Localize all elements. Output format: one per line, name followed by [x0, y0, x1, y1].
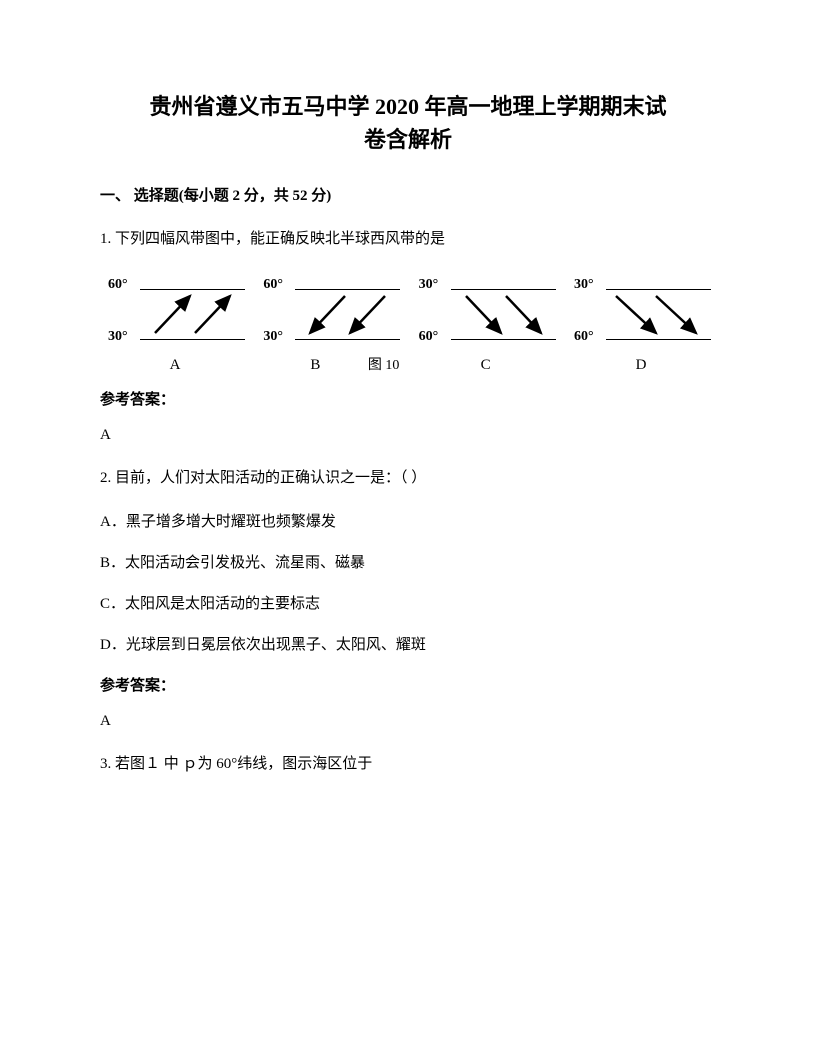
- diagram-b: 60° 30° B 图 10: [255, 271, 405, 366]
- diagram-c-label: C: [481, 357, 491, 374]
- diagram-d: 30° 60° D: [566, 271, 716, 366]
- arrows-c: [411, 271, 561, 366]
- q2-option-c: C．太阳风是太阳活动的主要标志: [100, 592, 716, 613]
- arrows-d: [566, 271, 716, 366]
- diagram-a-label: A: [170, 357, 181, 374]
- arrows-a: [100, 271, 250, 366]
- q1-answer: A: [100, 427, 716, 444]
- diagram-a: 60° 30° A: [100, 271, 250, 366]
- wind-diagrams: 60° 30° A 60° 30° B: [100, 271, 716, 366]
- q2-answer: A: [100, 713, 716, 730]
- q2-option-a: A．黑子增多增大时耀斑也频繁爆发: [100, 510, 716, 531]
- arrows-b: [255, 271, 405, 366]
- q1-answer-label: 参考答案：: [100, 388, 716, 409]
- diagram-c: 30° 60° C: [411, 271, 561, 366]
- figure-caption: 图 10: [368, 354, 400, 374]
- title-line-2: 卷含解析: [364, 127, 452, 152]
- diagram-d-label: D: [636, 357, 647, 374]
- question-3-text: 3. 若图１ 中 ｐ为 60°纬线，图示海区位于: [100, 752, 716, 776]
- diagram-b-label: B: [310, 357, 320, 374]
- section-header: 一、 选择题(每小题 2 分，共 52 分): [100, 184, 716, 205]
- q2-option-b: B．太阳活动会引发极光、流星雨、磁暴: [100, 551, 716, 572]
- question-1-text: 1. 下列四幅风带图中，能正确反映北半球西风带的是: [100, 227, 716, 251]
- title-line-1: 贵州省遵义市五马中学 2020 年高一地理上学期期末试: [149, 94, 666, 119]
- document-title: 贵州省遵义市五马中学 2020 年高一地理上学期期末试 卷含解析: [100, 90, 716, 156]
- q2-option-d: D．光球层到日冕层依次出现黑子、太阳风、耀斑: [100, 633, 716, 654]
- q2-answer-label: 参考答案：: [100, 674, 716, 695]
- question-2-text: 2. 目前，人们对太阳活动的正确认识之一是：（ ）: [100, 466, 716, 490]
